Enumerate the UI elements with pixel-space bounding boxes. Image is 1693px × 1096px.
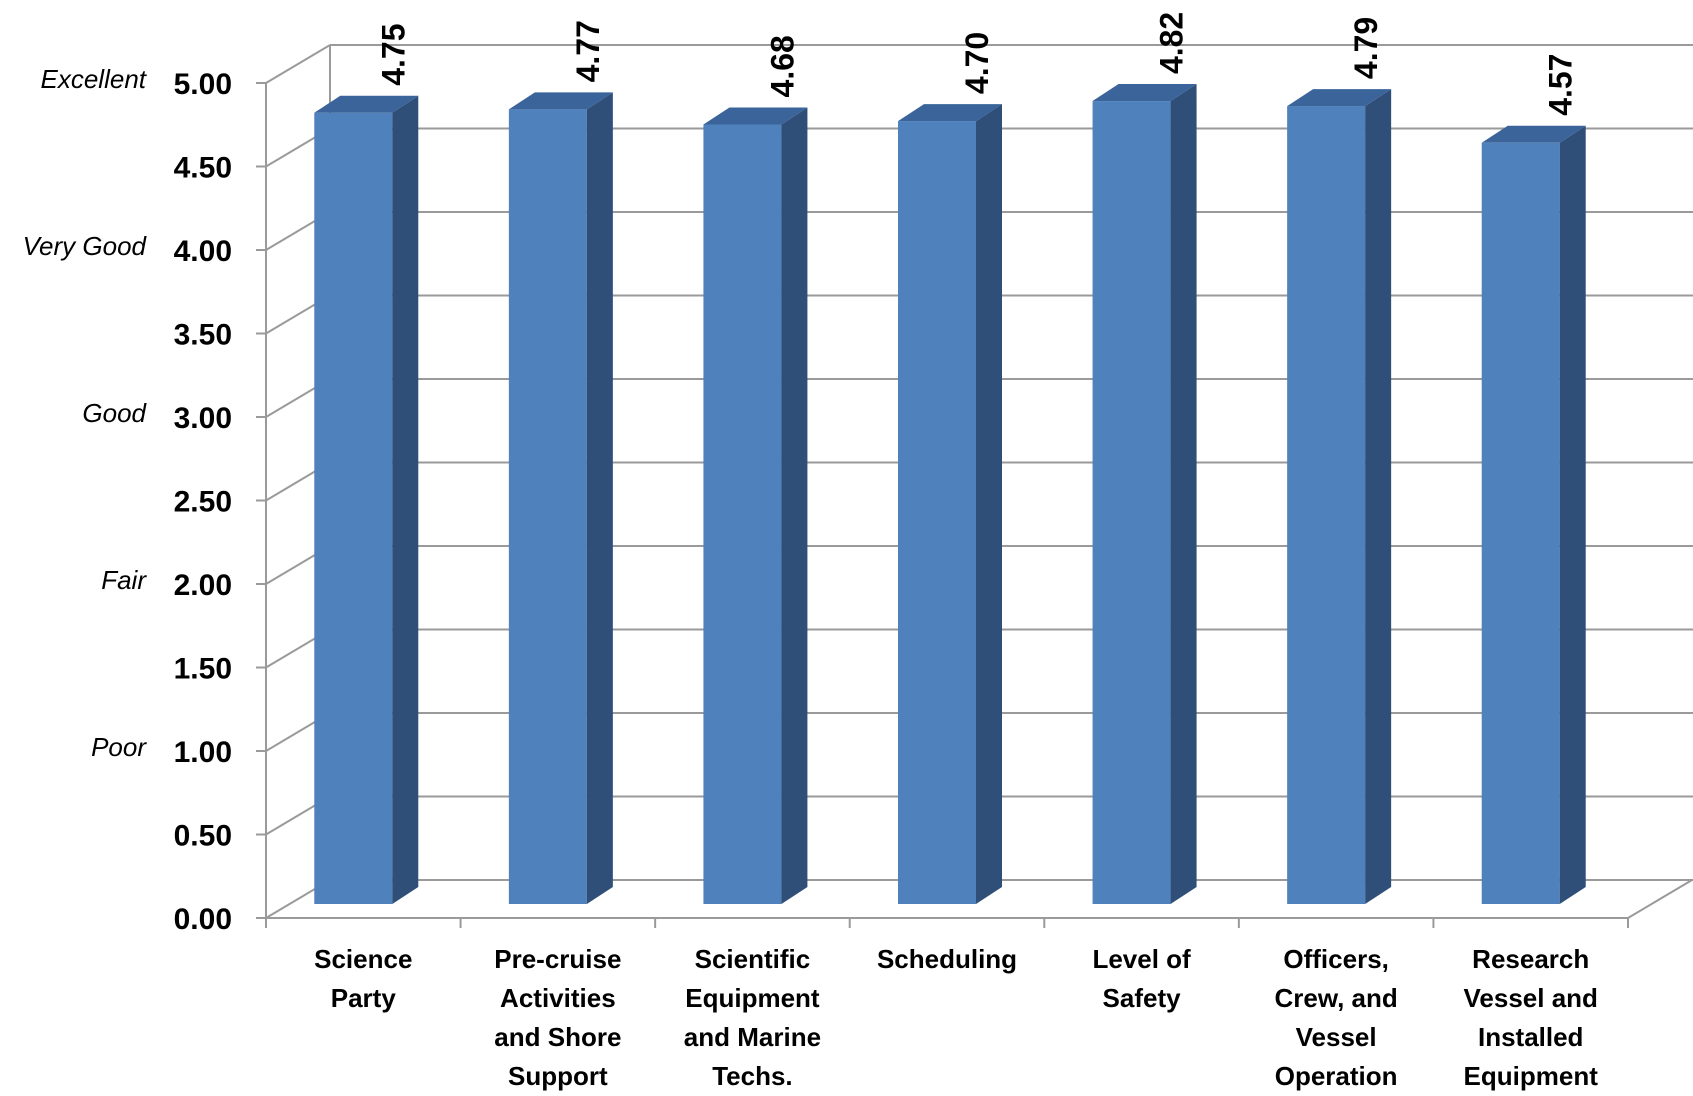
- bar-side: [1170, 84, 1197, 904]
- category-label: Level of: [1092, 944, 1191, 974]
- category-label: Scientific: [695, 944, 811, 974]
- bar-front: [1287, 106, 1366, 904]
- data-label: 4.57: [1543, 54, 1579, 116]
- bar-front: [703, 124, 782, 904]
- bar-front: [508, 109, 587, 904]
- data-label: 4.77: [570, 20, 606, 82]
- category-label: Operation: [1275, 1061, 1398, 1091]
- bar-side: [586, 92, 613, 904]
- bar-top: [898, 104, 1002, 122]
- bar-top: [314, 95, 419, 113]
- y-tick-label: 1.00: [174, 736, 232, 769]
- y-tick-label: 5.00: [174, 68, 232, 101]
- category-label: Activities: [500, 983, 616, 1013]
- y-tick-label: 4.50: [174, 152, 232, 185]
- bar-side: [1559, 125, 1586, 904]
- rating-label: Excellent: [41, 64, 148, 94]
- bar-side: [976, 104, 1002, 905]
- data-label: 4.70: [959, 32, 995, 94]
- category-label: Crew, and: [1274, 983, 1397, 1013]
- y-tick-label: 2.00: [174, 569, 232, 602]
- floor-edge: [1627, 879, 1693, 919]
- y-tick-label: 1.50: [174, 653, 232, 686]
- chart-bars: [314, 84, 1586, 905]
- bar-front: [1092, 101, 1171, 904]
- category-label: Research: [1472, 944, 1589, 974]
- bar-front: [1481, 142, 1560, 904]
- y-tick-label: 3.00: [174, 402, 232, 435]
- rating-label: Fair: [101, 565, 147, 595]
- bar: [314, 95, 419, 904]
- data-label: 4.75: [375, 23, 411, 85]
- category-label: Pre-cruise: [494, 944, 621, 974]
- category-label: Support: [508, 1061, 608, 1091]
- bar-front: [314, 112, 393, 904]
- bar-side: [392, 95, 419, 904]
- category-label: Party: [331, 983, 397, 1013]
- data-label: 4.79: [1348, 17, 1384, 79]
- category-label: Equipment: [685, 983, 820, 1013]
- bar-top: [508, 92, 613, 110]
- category-label: and Shore: [494, 1022, 621, 1052]
- category-label: Safety: [1103, 983, 1182, 1013]
- bar: [1287, 89, 1392, 904]
- rating-label: Poor: [91, 732, 147, 762]
- bar-front: [898, 121, 976, 905]
- rating-label: Good: [82, 398, 147, 428]
- category-label: and Marine: [684, 1022, 821, 1052]
- y-tick-label: 2.50: [174, 486, 232, 519]
- bar: [1092, 84, 1197, 904]
- bar-side: [781, 107, 808, 904]
- category-label: Vessel and: [1464, 983, 1598, 1013]
- category-label: Techs.: [712, 1061, 792, 1091]
- bar-top: [703, 107, 808, 125]
- bar: [703, 107, 808, 904]
- y-tick-label: 4.00: [174, 235, 232, 268]
- data-label: 4.68: [764, 35, 800, 97]
- category-label: Science: [314, 944, 412, 974]
- bar: [508, 92, 613, 904]
- data-label: 4.82: [1154, 12, 1190, 74]
- category-label: Vessel: [1296, 1022, 1377, 1052]
- bar-top: [1481, 125, 1586, 143]
- bar: [898, 104, 1002, 905]
- bar-top: [1287, 89, 1392, 107]
- rating-label: Very Good: [23, 231, 148, 261]
- bar-side: [1365, 89, 1392, 904]
- category-label: Equipment: [1464, 1061, 1599, 1091]
- category-label: Installed: [1478, 1022, 1583, 1052]
- bar: [1481, 125, 1586, 904]
- y-tick-label: 0.50: [174, 820, 232, 853]
- gridline-depth: [265, 44, 331, 84]
- chart-axes: 0.00 0.50 1.00 1.50 2.00 2.50 3.00 3.50 4.00 4.50…: [174, 68, 1693, 936]
- chart-labels: Excellent Very Good Good Fair Poor 4.75 Scienc…: [23, 12, 1599, 1091]
- category-label: Officers,: [1283, 944, 1389, 974]
- y-tick-label: 0.00: [174, 903, 232, 936]
- y-tick-label: 3.50: [174, 319, 232, 352]
- category-label: Scheduling: [877, 944, 1017, 974]
- bar-top: [1092, 84, 1197, 102]
